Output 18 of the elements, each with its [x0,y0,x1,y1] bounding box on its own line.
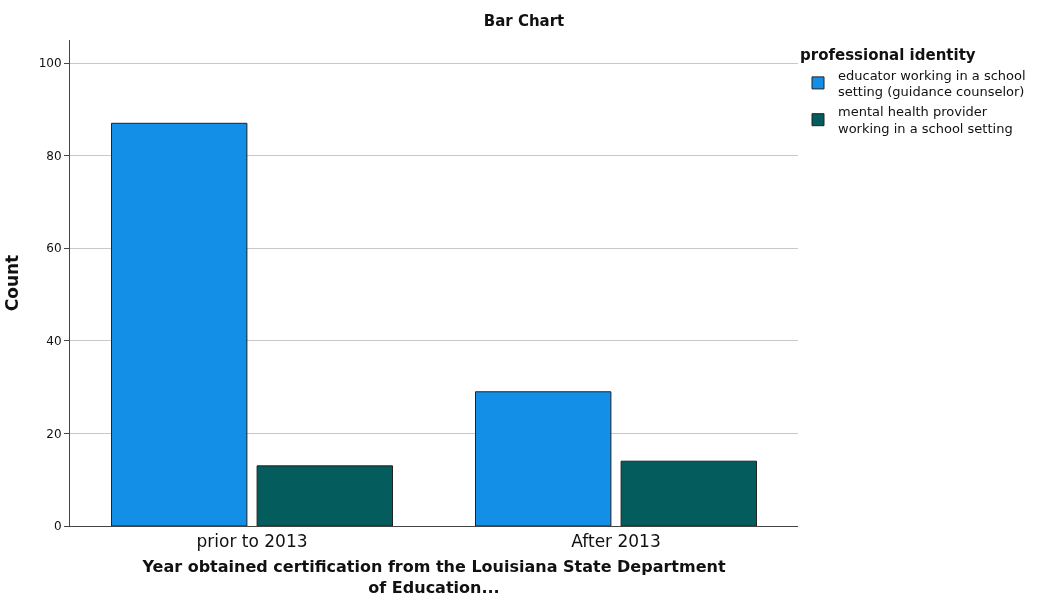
y-tick-label: 0 [53,519,62,534]
y-tick-label: 80 [46,148,62,163]
legend-label: mental health provider working in a school setting [838,104,1013,137]
legend-label: educator working in a school setting (guidance counselor) [838,67,1026,100]
y-tick-label: 20 [46,426,62,441]
chart-title: Bar Chart [483,11,565,30]
x-tick-label: prior to 2013 [196,531,308,552]
x-axis-title: Year obtained certification from the Louisiana State Department of Education... [141,557,726,597]
bar [475,391,612,526]
y-tick-label: 100 [38,56,62,71]
legend-title: professional identity [800,45,976,64]
bar [256,465,393,526]
y-axis-title: Count [2,254,23,312]
bar [620,460,757,526]
bar [111,122,248,526]
y-tick-label: 60 [46,241,62,256]
x-tick-label: After 2013 [571,531,661,552]
y-tick-label: 40 [46,334,62,349]
